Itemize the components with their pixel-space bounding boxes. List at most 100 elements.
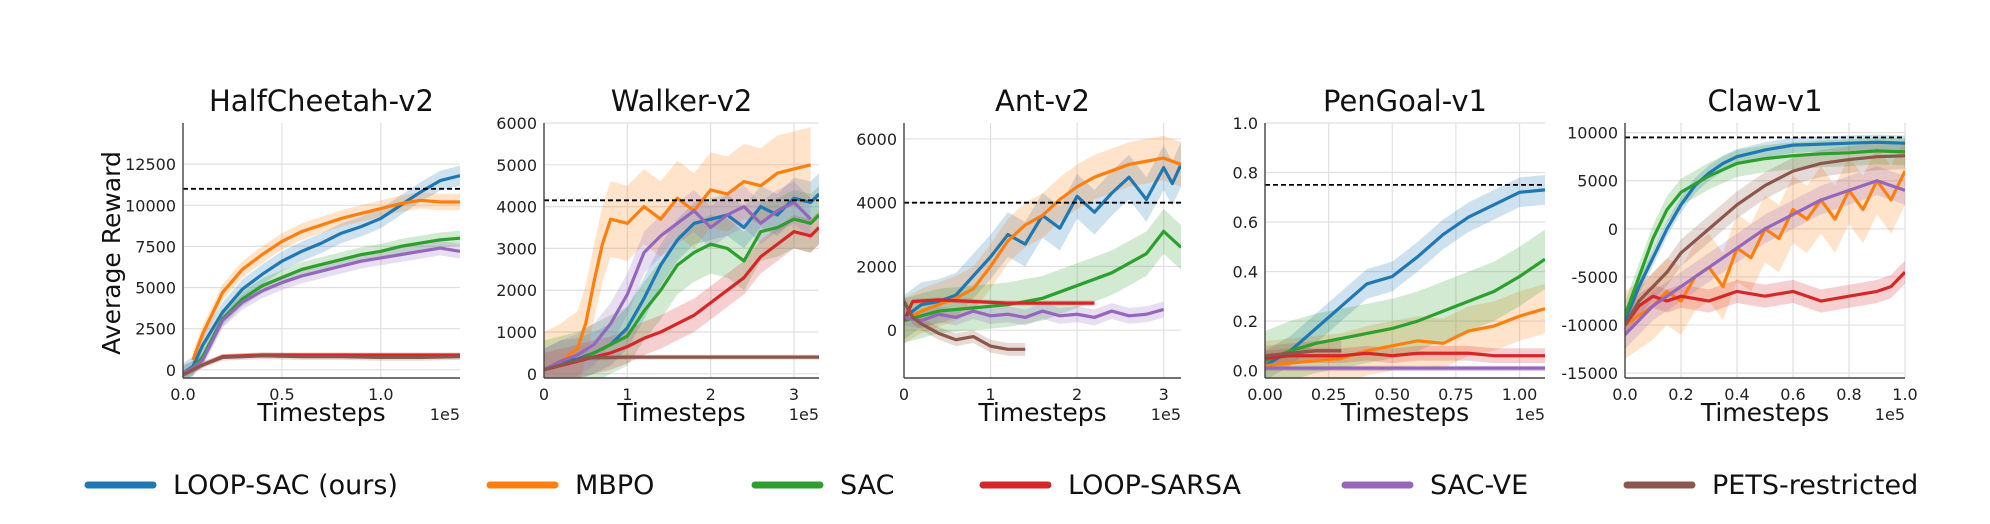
series-loop-sac-ours-	[1265, 188, 1545, 368]
band-mbpo	[192, 192, 460, 369]
panel-title: HalfCheetah-v2	[209, 84, 434, 118]
panel-2: 0 1 2 3 0 1000 2000 3000 4000 5000 6000 Walker-v2 Ti…	[496, 84, 819, 427]
y-tick-label: 5000	[135, 279, 176, 298]
panel-1: 0.0 0.5 1.0 0 2500 5000 7500 10000 12500 HalfChee…	[125, 84, 460, 427]
series-sac-ve	[183, 246, 460, 375]
x-axis-exponent: 1e5	[1875, 405, 1905, 424]
y-tick-label: 4000	[496, 198, 537, 217]
series-loop-sac-ours-	[904, 163, 1181, 319]
series-loop-sarsa	[904, 298, 1095, 322]
series-pets-restricted	[544, 355, 819, 372]
data-area	[1625, 134, 1905, 359]
series-mbpo	[544, 163, 812, 372]
series-pets-restricted	[904, 300, 1026, 351]
y-tick-label: 6000	[856, 130, 897, 149]
y-tick-label: 2500	[135, 320, 176, 339]
x-tick-label: 0.5	[269, 385, 294, 404]
x-tick-label: 1	[622, 385, 632, 404]
y-tick-label: 0.4	[1233, 263, 1258, 282]
series-mbpo	[191, 198, 460, 361]
x-tick-label: 0.00	[1247, 385, 1283, 404]
series-loop-sarsa	[1625, 271, 1905, 327]
x-axis-label: Timesteps	[256, 398, 385, 427]
legend-item-sac-ve: SAC-VE	[1341, 470, 1528, 501]
band-mbpo	[1625, 137, 1905, 359]
data-area	[1265, 174, 1545, 378]
y-axis-label: Average Reward	[97, 151, 126, 355]
x-axis-label: Timesteps	[616, 398, 745, 427]
y-tick-label: 5000	[496, 156, 537, 175]
series-sac	[1265, 257, 1545, 363]
y-tick-label: 1.0	[1233, 114, 1258, 133]
band-sac-ve	[1625, 166, 1905, 350]
legend-item-pets-restricted: PETS-restricted	[1623, 470, 1918, 501]
series-pets-restricted	[1265, 349, 1342, 358]
x-tick-label: 0.75	[1438, 385, 1474, 404]
x-axis-exponent: 1e5	[430, 405, 460, 424]
legend-label: MBPO	[575, 470, 654, 501]
x-axis-label: Timesteps	[1700, 398, 1829, 427]
series-loop-sac-ours-	[183, 174, 460, 375]
series-sac	[904, 229, 1181, 323]
series-loop-sarsa	[1265, 351, 1545, 360]
legend-label: SAC-VE	[1430, 470, 1528, 501]
series-sac	[544, 213, 819, 372]
legend-label: PETS-restricted	[1712, 470, 1918, 501]
y-tick-label: 0	[166, 361, 176, 380]
legend: LOOP-SAC (ours) MBPO SAC LOOP-SARSA SAC-VE PE…	[84, 470, 1918, 501]
x-axis-exponent: 1e5	[789, 405, 819, 424]
band-loop-sarsa	[544, 210, 819, 378]
x-tick-label: 0.0	[1612, 385, 1637, 404]
x-tick-label: 1.0	[1892, 385, 1917, 404]
y-tick-label: 5000	[1577, 172, 1618, 191]
x-axis-exponent: 1e5	[1515, 405, 1545, 424]
band-sac	[544, 185, 819, 378]
legend-label: SAC	[840, 470, 895, 501]
band-loop-sarsa	[1625, 260, 1905, 337]
panel-title: PenGoal-v1	[1323, 84, 1487, 118]
x-tick-label: 0.50	[1374, 385, 1410, 404]
data-area	[544, 127, 819, 378]
x-tick-label: 3	[1159, 385, 1169, 404]
band-loop-sac-ours-	[183, 165, 460, 378]
y-tick-label: 0	[887, 321, 897, 340]
legend-item-sac: SAC	[751, 470, 895, 501]
series-sac	[1625, 149, 1905, 316]
y-tick-label: 0.0	[1233, 362, 1258, 381]
band-pets-restricted	[904, 295, 1026, 356]
y-tick-label: 3000	[496, 239, 537, 258]
y-tick-label: 0	[1608, 220, 1618, 239]
panel-title: Ant-v2	[995, 84, 1090, 118]
series-pets-restricted	[1625, 154, 1905, 326]
series-sac-ve	[904, 307, 1165, 323]
legend-item-loop-sarsa: LOOP-SARSA	[979, 470, 1242, 501]
x-tick-label: 3	[789, 385, 799, 404]
x-tick-label: 0.25	[1311, 385, 1347, 404]
x-axis-label: Timesteps	[1340, 398, 1469, 427]
x-tick-label: 0.2	[1668, 385, 1693, 404]
y-tick-label: 12500	[125, 155, 176, 174]
y-tick-label: 0.6	[1233, 213, 1258, 232]
y-tick-label: 4000	[856, 194, 897, 213]
legend-item-loop-sac-ours-: LOOP-SAC (ours)	[84, 470, 398, 501]
panel-4: 0.00 0.25 0.50 0.75 1.00 0.0 0.2 0.4 0.6 0.8 1.0 Pe…	[1233, 84, 1545, 427]
y-tick-label: 6000	[496, 114, 537, 133]
panel-5: 0.0 0.2 0.4 0.6 0.8 1.0 -15000 -10000 -5000 0 5000…	[1561, 84, 1917, 427]
x-tick-label: 1.00	[1502, 385, 1538, 404]
y-tick-label: -15000	[1561, 364, 1618, 383]
legend-label: LOOP-SAC (ours)	[173, 470, 398, 501]
x-tick-label: 0.6	[1780, 385, 1805, 404]
y-tick-label: -5000	[1572, 268, 1619, 287]
band-sac-ve	[183, 240, 460, 378]
data-area	[183, 165, 460, 378]
x-tick-label: 0.4	[1724, 385, 1749, 404]
series-loop-sac-ours-	[1625, 140, 1905, 321]
legend-label: LOOP-SARSA	[1068, 470, 1242, 501]
x-tick-label: 0	[899, 385, 909, 404]
y-tick-label: 7500	[135, 237, 176, 256]
x-tick-label: 1.0	[368, 385, 393, 404]
y-tick-label: 10000	[125, 196, 176, 215]
band-loop-sac-ours-	[1265, 174, 1545, 378]
x-tick-label: 2	[1072, 385, 1082, 404]
y-tick-label: -10000	[1561, 316, 1618, 335]
